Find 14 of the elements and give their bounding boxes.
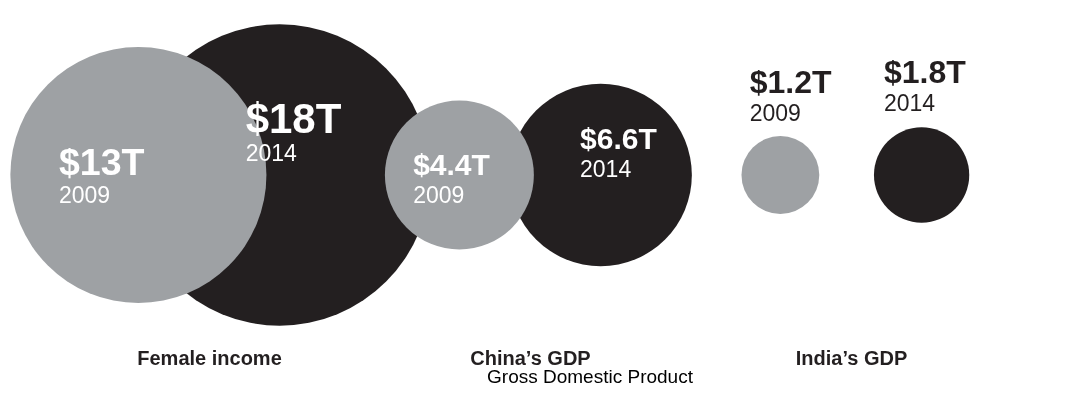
category-label: China’s GDP (470, 346, 591, 369)
data-label: $6.6T (580, 122, 657, 156)
series-label: 2014 (580, 156, 632, 183)
data-label: $4.4T (413, 148, 490, 181)
text: 2014 (883, 90, 936, 117)
text: 2009 (58, 182, 111, 208)
category-label: Female income (137, 346, 282, 369)
text: Gross Domestic Product (487, 366, 694, 387)
series-label: 2009 (413, 182, 465, 208)
data-label: $1.2T (749, 64, 832, 101)
text: 2009 (749, 100, 801, 127)
data-label: $13T (58, 141, 145, 183)
category-label: India’s GDP (795, 346, 908, 369)
data-label: $1.8T (883, 54, 967, 91)
